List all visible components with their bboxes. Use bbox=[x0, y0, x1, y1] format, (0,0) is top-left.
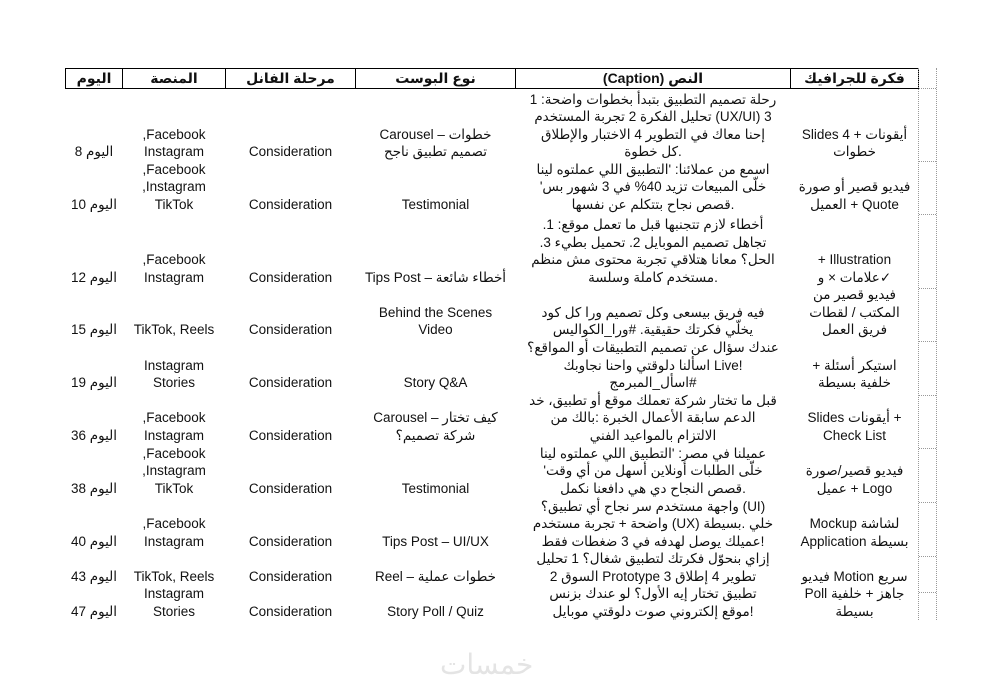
cell-day: اليوم 12 bbox=[70, 269, 118, 285]
cell-post-type: خطوات – Carousel تصميم تطبيق ناجح bbox=[379, 126, 492, 160]
cell-day: اليوم 47 bbox=[70, 603, 118, 619]
cell-graphic-idea: + أيقونات Slides Check List bbox=[807, 410, 902, 443]
cell-funnel-stage: Consideration bbox=[248, 144, 333, 159]
cell-graphic-idea: جاهز + خلفية Poll بسيطة bbox=[804, 586, 905, 619]
cell-caption: رحلة تصميم التطبيق بتبدأ بخطوات واضحة: 1… bbox=[529, 91, 777, 160]
cell-platform: Facebook, Instagram bbox=[142, 410, 206, 443]
cell-platform: Facebook, Instagram, TikTok bbox=[142, 161, 206, 212]
cell-funnel-stage: Consideration bbox=[248, 480, 333, 496]
table-row: لشاشة Mockup بسيطة Application (UI) واجهة… bbox=[66, 497, 919, 550]
cell-graphic-idea: فيديو قصير أو صورة Quote + العميل bbox=[798, 179, 911, 212]
header-row: فكرة للجرافيك النص (Caption) نوع البوست … bbox=[65, 68, 919, 89]
cell-funnel-stage: Consideration bbox=[248, 322, 333, 337]
cell-caption: عميلنا في مصر: 'التطبيق اللي عملتوه لينا… bbox=[539, 445, 767, 496]
cell-funnel-stage: Consideration bbox=[248, 427, 333, 443]
cell-graphic-idea: Illustration + ✓علامات × و bbox=[817, 252, 892, 285]
cell-day: اليوم 15 bbox=[70, 322, 118, 337]
table-row: فيديو قصير أو صورة Quote + العميل اسمع من… bbox=[66, 161, 919, 214]
table-row: فيديو قصير/صورة Logo + عميل عميلنا في مصر… bbox=[66, 444, 919, 497]
cell-funnel-stage: Consideration bbox=[248, 196, 333, 212]
cell-graphic-idea: استيكر أسئلة + خلفية بسيطة bbox=[812, 357, 897, 391]
cell-platform: Facebook, Instagram bbox=[142, 126, 206, 160]
cell-platform: Facebook, Instagram bbox=[142, 252, 206, 285]
cell-day: اليوم 10 bbox=[70, 196, 118, 212]
cell-graphic-idea: فيديو قصير/صورة Logo + عميل bbox=[805, 463, 904, 496]
cell-day: اليوم 8 bbox=[74, 144, 114, 159]
cell-post-type: Testimonial bbox=[401, 196, 470, 212]
cell-post-type: Testimonial bbox=[401, 480, 470, 496]
cell-funnel-stage: Consideration bbox=[248, 568, 333, 584]
cell-day: اليوم 38 bbox=[70, 480, 118, 496]
table-row: أيقونات + Slides 4 خطوات رحلة تصميم التطب… bbox=[66, 89, 919, 161]
cell-post-type: Story Q&A bbox=[403, 375, 468, 390]
cell-caption: أخطاء لازم تتجنبها قبل ما تعمل موقع: 1. … bbox=[531, 217, 775, 285]
cell-funnel-stage: Consideration bbox=[248, 533, 333, 549]
cell-day: اليوم 36 bbox=[70, 427, 118, 443]
cell-platform: Facebook, Instagram, TikTok bbox=[142, 445, 206, 496]
cell-platform: Facebook, Instagram bbox=[142, 516, 206, 549]
cell-funnel-stage: Consideration bbox=[248, 375, 333, 390]
cell-day: اليوم 40 bbox=[70, 533, 118, 549]
table-row: + أيقونات Slides Check List قبل ما تختار … bbox=[66, 392, 919, 445]
side-column bbox=[918, 68, 937, 620]
table-row: Illustration + ✓علامات × و أخطاء لازم تتج… bbox=[66, 213, 919, 286]
cell-post-type: Behind the Scenes Video bbox=[378, 304, 493, 338]
header-caption: النص (Caption) bbox=[515, 68, 791, 89]
header-graphic: فكرة للجرافيك bbox=[790, 68, 919, 89]
cell-platform: Instagram Stories bbox=[143, 586, 205, 619]
cell-graphic-idea: سريع Motion فيديو bbox=[801, 568, 908, 584]
cell-post-type: خطوات عملية – Reel bbox=[374, 568, 497, 584]
cell-platform: TikTok, Reels bbox=[133, 322, 215, 337]
cell-post-type: كيف تختار – Carousel شركة تصميم؟ bbox=[373, 410, 498, 443]
cell-post-type: Tips Post – UI/UX bbox=[382, 533, 489, 549]
cell-post-type: Story Poll / Quiz bbox=[387, 603, 484, 619]
cell-caption: اسمع من عملائنا: 'التطبيق اللي عملتوه لي… bbox=[536, 161, 770, 212]
cell-day: اليوم 19 bbox=[70, 375, 118, 390]
table-row: فيديو قصير من المكتب / لقطات فريق العمل ف… bbox=[66, 286, 919, 339]
cell-caption: (UI) واجهة مستخدم سر نجاح أي تطبيق؟ خلي … bbox=[532, 498, 774, 549]
cell-graphic-idea: أيقونات + Slides 4 خطوات bbox=[801, 126, 908, 160]
cell-post-type: أخطاء شائعة – Tips Post bbox=[364, 269, 507, 285]
cell-funnel-stage: Consideration bbox=[248, 603, 333, 619]
header-post-type: نوع البوست bbox=[355, 68, 516, 89]
cell-funnel-stage: Consideration bbox=[248, 269, 333, 285]
header-funnel: مرحلة الفانل bbox=[225, 68, 356, 89]
header-day: اليوم bbox=[65, 68, 123, 89]
cell-caption: فيه فريق بيسعى وكل تصميم ورا كل كود يخلّ… bbox=[541, 304, 765, 338]
table-row: استيكر أسئلة + خلفية بسيطة عندك سؤال عن ت… bbox=[66, 339, 919, 392]
header-platform: المنصة bbox=[122, 68, 226, 89]
table-row: جاهز + خلفية Poll بسيطة تطبيق تختار إيه ا… bbox=[66, 585, 919, 620]
cell-caption: إزاي بنحوّل فكرتك لتطبيق شغال؟ 1 تحليل ت… bbox=[536, 551, 770, 584]
cell-platform: Instagram Stories bbox=[143, 357, 205, 391]
content-plan-table: فكرة للجرافيك النص (Caption) نوع البوست … bbox=[65, 68, 919, 620]
cell-platform: TikTok, Reels bbox=[133, 568, 215, 584]
cell-day: اليوم 43 bbox=[70, 568, 118, 584]
watermark-logo: خمسات bbox=[440, 648, 534, 681]
cell-graphic-idea: لشاشة Mockup بسيطة Application bbox=[800, 516, 909, 549]
cell-caption: عندك سؤال عن تصميم التطبيقات أو المواقع؟… bbox=[527, 340, 779, 390]
table-row: سريع Motion فيديو إزاي بنحوّل فكرتك لتطبي… bbox=[66, 550, 919, 585]
cell-caption: تطبيق تختار إيه الأول؟ لو عندك بزنس !موق… bbox=[549, 586, 757, 619]
cell-graphic-idea: فيديو قصير من المكتب / لقطات فريق العمل bbox=[809, 287, 900, 337]
cell-caption: قبل ما تختار شركة تعملك موقع أو تطبيق، خ… bbox=[529, 392, 777, 443]
